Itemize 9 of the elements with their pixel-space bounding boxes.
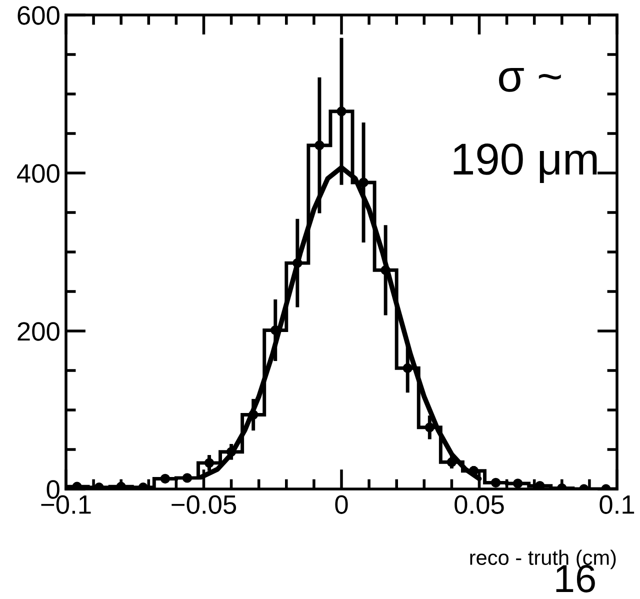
x-tick-label: 0.05 <box>454 495 504 514</box>
y-tick-label: 200 <box>18 322 60 341</box>
annotation: σ ~ <box>499 68 561 92</box>
x-tick-label: −0.05 <box>172 495 236 514</box>
annotation: 190 μm <box>454 143 597 184</box>
y-tick-label: 400 <box>17 164 60 183</box>
x-tick-label: 0.1 <box>600 495 634 514</box>
y-tick-label: 600 <box>18 6 60 25</box>
x-tick-label: 0 <box>335 495 348 514</box>
